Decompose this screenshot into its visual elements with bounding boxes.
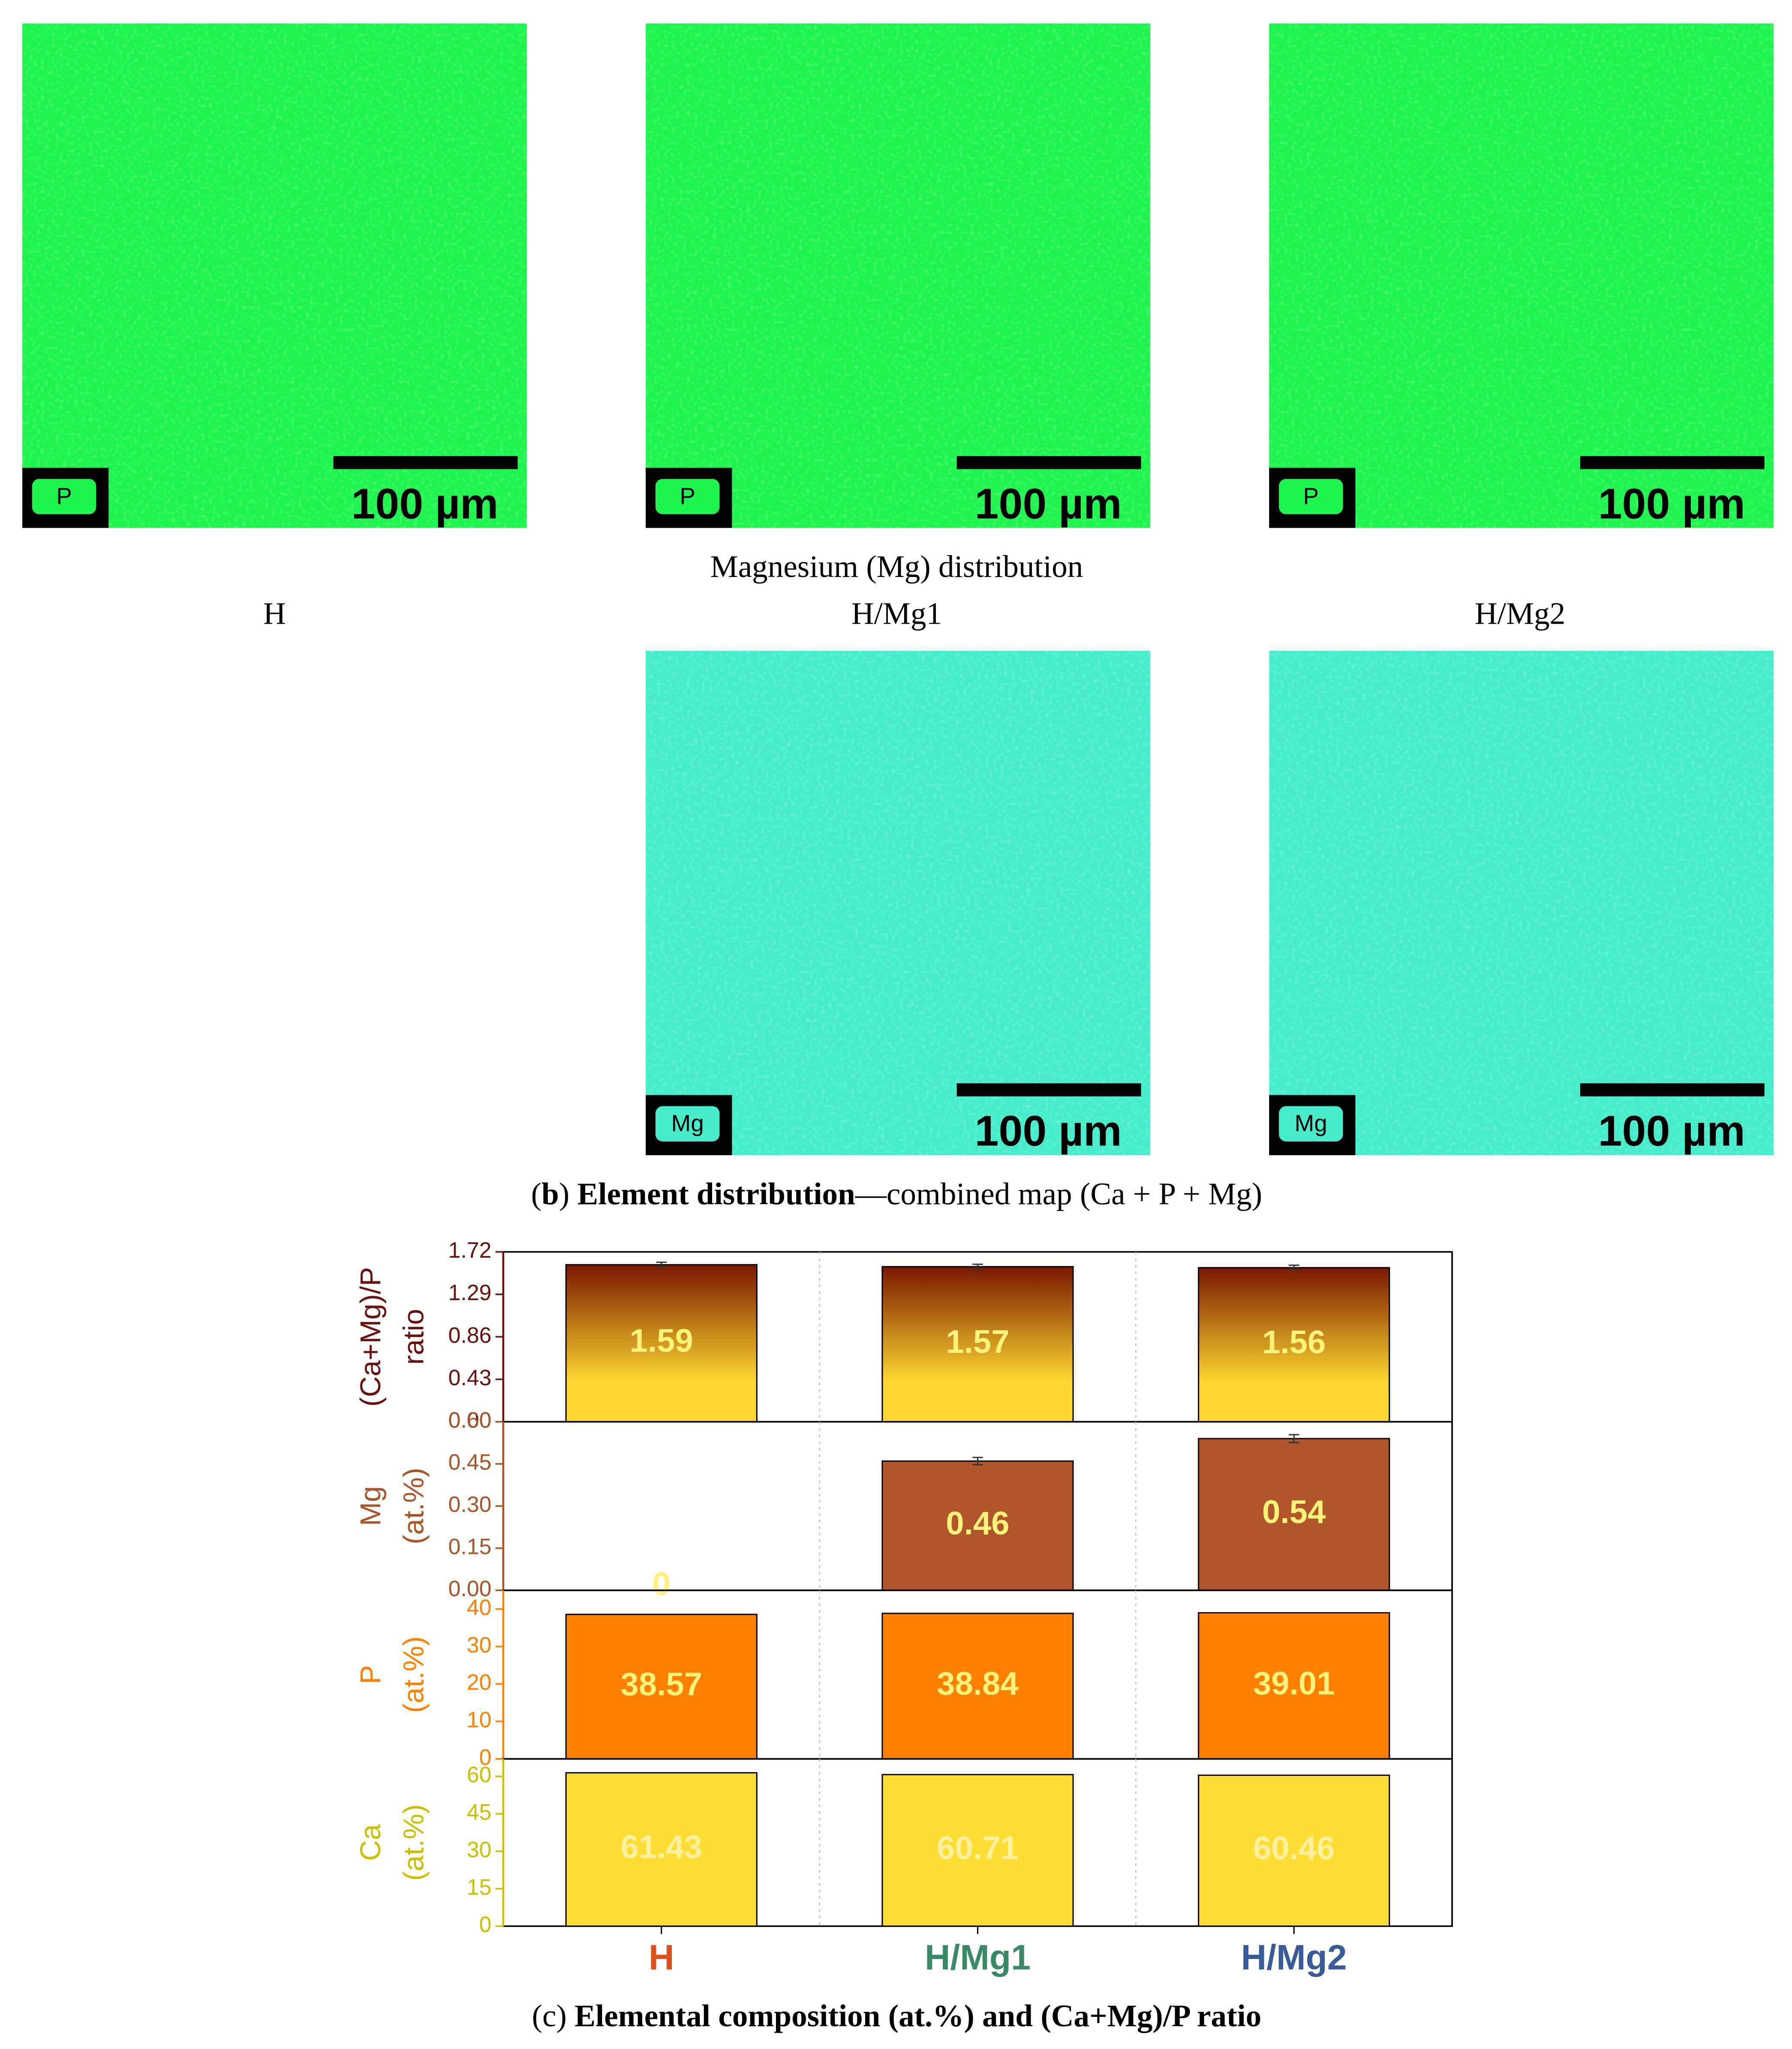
y-tick-label: 40	[467, 1595, 492, 1619]
value-label: 0.54	[1262, 1494, 1326, 1530]
badge	[1278, 1105, 1344, 1143]
scale-label: 100 µm	[351, 480, 498, 528]
y-axis-label: (at.%)	[397, 1804, 430, 1881]
bar	[565, 1772, 758, 1927]
map-texture	[646, 23, 1150, 528]
badge-label: P	[680, 483, 695, 509]
y-axis-label: (Ca+Mg)/P	[355, 1267, 387, 1407]
bar	[881, 1460, 1074, 1591]
badge-label: Mg	[1295, 1110, 1327, 1136]
y-tick-label: 0.00	[448, 1576, 492, 1601]
value-label: 1.59	[630, 1323, 693, 1359]
y-tick-label: 1.29	[448, 1280, 492, 1305]
y-tick-label: 0	[479, 1912, 492, 1937]
scale-bar	[333, 456, 518, 469]
y-tick-label: 20	[467, 1670, 492, 1694]
sample-label: H/Mg1	[851, 596, 942, 631]
scale-label: 100 µm	[1598, 480, 1745, 528]
bar	[1198, 1774, 1390, 1927]
y-tick-label: 0.30	[448, 1492, 492, 1517]
map-texture	[22, 23, 527, 528]
badge	[654, 478, 721, 516]
caption: (b) Element distribution—combined map (C…	[531, 1176, 1262, 1211]
y-tick-label: 10	[467, 1707, 492, 1732]
y-tick-label: 60	[467, 1762, 492, 1787]
badge-label: P	[56, 483, 72, 509]
caption-part: c	[542, 1998, 556, 2033]
y-tick-label: 30	[467, 1837, 492, 1862]
y-tick-label: 15	[467, 1875, 492, 1899]
y-tick-label: 1.72	[448, 1238, 492, 1262]
badge-label: Mg	[671, 1110, 704, 1136]
bar	[1198, 1438, 1390, 1591]
y-tick-label: 0.15	[448, 1534, 492, 1559]
badge	[654, 1105, 721, 1143]
value-label: 38.57	[620, 1666, 702, 1703]
caption-part: )	[556, 1998, 575, 2033]
badge	[30, 478, 98, 516]
y-axis-label: Mg	[355, 1486, 387, 1526]
caption-part: (	[531, 1176, 541, 1211]
caption-part: Elemental composition (at.%) and (Ca+Mg)…	[574, 1998, 1261, 2033]
caption-part: —combined map (Ca + P + Mg)	[855, 1176, 1262, 1211]
y-axis-label: Ca	[355, 1824, 387, 1861]
y-axis-label: (at.%)	[397, 1468, 430, 1544]
scale-label: 100 µm	[975, 480, 1122, 528]
bar	[565, 1264, 758, 1423]
y-tick-label: 0.45	[448, 1450, 492, 1475]
scale-label: 100 µm	[1598, 1107, 1745, 1155]
value-label: 61.43	[620, 1829, 702, 1866]
bar	[1198, 1267, 1390, 1423]
map-texture	[1269, 651, 1774, 1155]
sample-label: H/Mg2	[1475, 596, 1565, 631]
map-texture	[646, 651, 1150, 1155]
badge-label: P	[1303, 483, 1319, 509]
y-axis-label: P	[355, 1665, 387, 1684]
value-label: 60.46	[1253, 1830, 1335, 1867]
x-tick-label: H/Mg2	[1241, 1938, 1347, 1977]
value-label: 0.46	[946, 1505, 1009, 1541]
x-tick-label: H	[649, 1938, 674, 1977]
y-axis-label: ratio	[397, 1309, 430, 1364]
y-tick-label: 45	[467, 1800, 492, 1824]
caption-part: (	[532, 1998, 542, 2033]
value-label: 39.01	[1253, 1665, 1335, 1702]
y-tick-label: 30	[467, 1632, 492, 1657]
caption-part: )	[559, 1176, 577, 1211]
scale-label: 100 µm	[975, 1107, 1122, 1155]
value-label: 0	[652, 1566, 670, 1602]
value-label: 60.71	[937, 1830, 1019, 1866]
caption-part: b	[541, 1176, 559, 1211]
y-tick-label: 0.43	[448, 1365, 492, 1390]
caption: (c) Elemental composition (at.%) and (Ca…	[532, 1998, 1262, 2033]
scale-bar	[1580, 1083, 1765, 1097]
bar	[881, 1613, 1074, 1760]
y-tick-label: 0	[479, 1745, 492, 1770]
scale-bar	[1580, 456, 1765, 469]
scale-bar	[956, 1083, 1141, 1097]
y-tick-label: 0.00	[448, 1407, 492, 1432]
bar	[1198, 1612, 1390, 1760]
y-axis-label: (at.%)	[397, 1636, 430, 1713]
value-label: 1.56	[1262, 1324, 1326, 1361]
map-texture	[1269, 23, 1774, 528]
y-tick-label: 0.60	[448, 1407, 492, 1432]
y-tick-label: 0.86	[448, 1322, 492, 1347]
value-label: 1.57	[946, 1324, 1009, 1360]
x-tick-label: H/Mg1	[925, 1938, 1031, 1977]
badge	[1278, 478, 1344, 516]
section-title: Magnesium (Mg) distribution	[710, 549, 1083, 584]
sample-label: H	[263, 596, 286, 631]
bar	[881, 1774, 1074, 1927]
caption-part: Element distribution	[577, 1176, 855, 1211]
scale-bar	[956, 456, 1141, 469]
value-label: 38.84	[937, 1666, 1019, 1702]
bar	[881, 1266, 1074, 1423]
